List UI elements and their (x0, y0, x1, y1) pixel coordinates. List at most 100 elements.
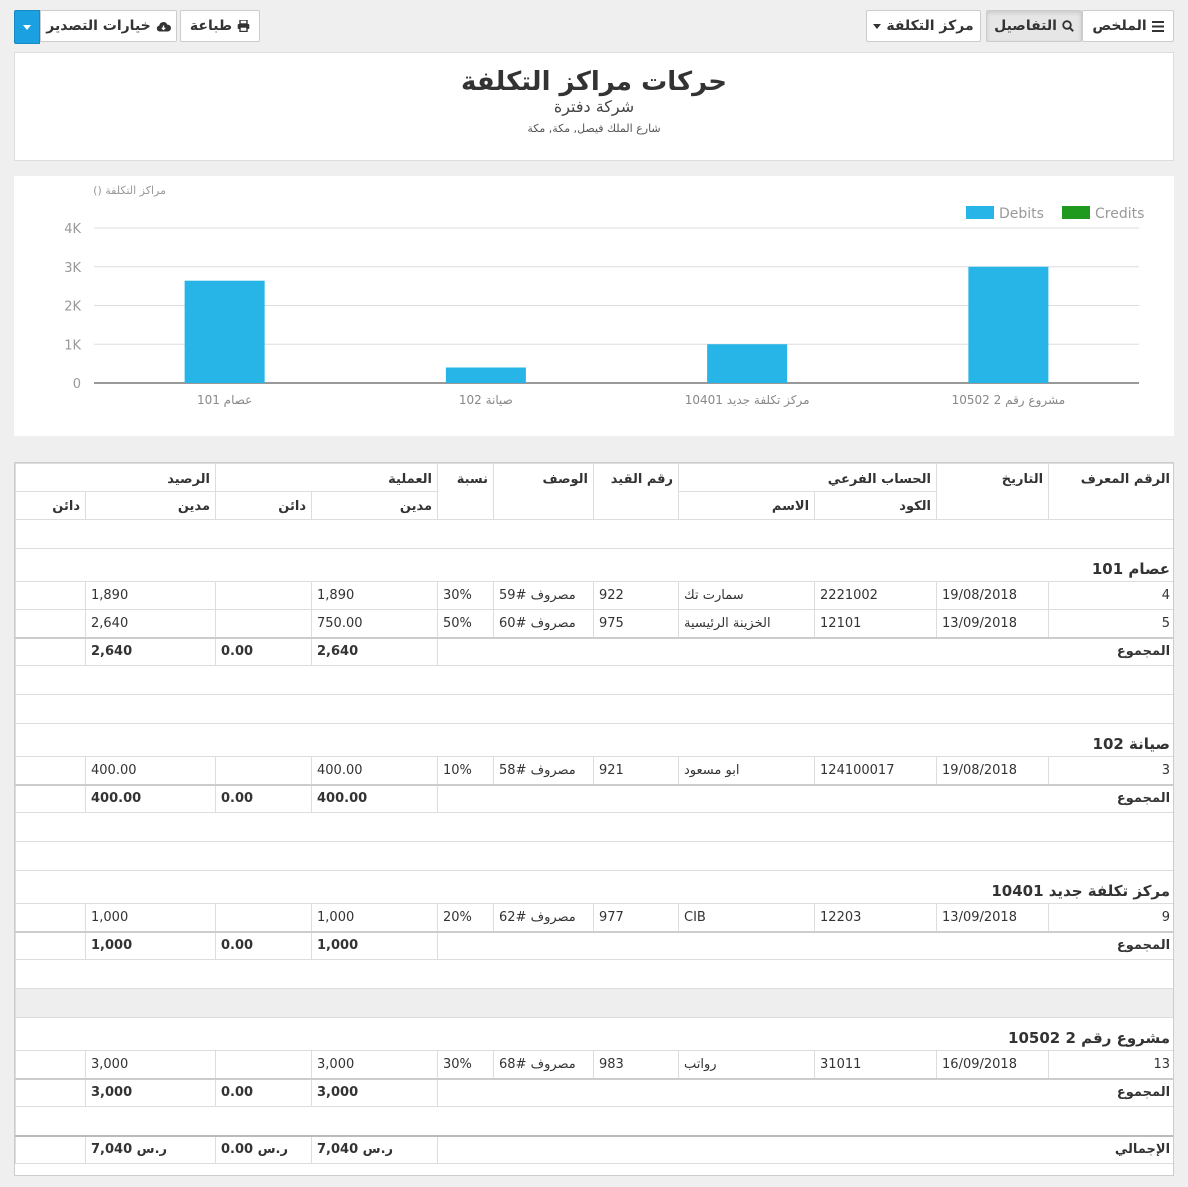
header-code: الكود (814, 491, 938, 520)
total-balance-credit (15, 1077, 86, 1107)
cell-code: 2221002 (814, 581, 938, 610)
cell-credit (214, 581, 313, 610)
header-name: الاسم (678, 491, 816, 520)
chevron-down-icon (23, 24, 31, 30)
header-description: الوصف (493, 463, 595, 520)
transactions-table: الرقم المعرف التاريخ الحساب الفرعي رقم ا… (15, 463, 1173, 1164)
cell-entry: 983 (593, 1050, 680, 1079)
cell-date: 13/09/2018 (936, 609, 1050, 638)
total-label: المجموع (437, 783, 1173, 813)
group-header-row: مركز تكلفة جديد 10401 (15, 870, 1173, 904)
cell-entry: 975 (593, 609, 680, 638)
table-row: 13 16/09/2018 31011 رواتب 983 مصروف #68 … (15, 1050, 1173, 1079)
total-balance-debit: 1,000 (85, 930, 216, 960)
cell-credit (214, 903, 313, 932)
details-button[interactable]: التفاصيل (986, 10, 1082, 42)
search-icon (1062, 20, 1074, 32)
cell-description: مصروف #60 (493, 609, 595, 638)
grand-total-label: الإجمالي (437, 1134, 1173, 1164)
total-balance-debit: 3,000 (85, 1077, 216, 1107)
total-label: المجموع (437, 930, 1173, 960)
chevron-down-icon (873, 23, 882, 29)
cell-ratio: 30% (437, 1050, 495, 1079)
cell-date: 19/08/2018 (936, 581, 1050, 610)
total-balance-debit: 400.00 (85, 783, 216, 813)
group-total-row: المجموع 3,000 0.00 3,000 (15, 1077, 1173, 1107)
cell-credit (214, 756, 313, 785)
cell-balance-credit (15, 756, 86, 785)
grand-total-balance-debit: 7,040 ر.س (85, 1134, 216, 1164)
cell-date: 19/08/2018 (936, 756, 1050, 785)
company-name: شركة دفترة (553, 97, 635, 116)
cell-entry: 977 (593, 903, 680, 932)
x-tick-label: مشروع رقم 2 10502 (952, 393, 1066, 408)
spacer-row (15, 841, 1173, 871)
company-address: شارع الملك فيصل, مكة, مكة (527, 122, 661, 135)
legend-swatch (1062, 206, 1090, 219)
summary-button[interactable]: الملخص (1082, 10, 1174, 42)
report-toolbar: الملخص التفاصيل مركز التكلفة طباعة خيارا… (0, 0, 1188, 52)
header-ratio: نسبة (437, 463, 495, 520)
table-row: 3 19/08/2018 124100017 ابو مسعود 921 مصر… (15, 756, 1173, 785)
print-button[interactable]: طباعة (180, 10, 260, 42)
total-credit: 0.00 (214, 930, 313, 960)
cell-debit: 750.00 (311, 609, 439, 638)
total-credit: 0.00 (214, 1077, 313, 1107)
cell-description: مصروف #59 (493, 581, 595, 610)
spacer-row (15, 519, 1173, 549)
cell-balance-debit: 400.00 (85, 756, 216, 785)
total-label: المجموع (437, 636, 1173, 666)
group-total-row: المجموع 1,000 0.00 1,000 (15, 930, 1173, 960)
y-tick-label: 4K (64, 222, 81, 237)
cell-date: 13/09/2018 (936, 903, 1050, 932)
y-tick-label: 2K (64, 300, 81, 315)
x-tick-label: مركز تكلفة جديد 10401 (685, 393, 810, 408)
group-name: عصام 101 (15, 548, 1173, 582)
cell-name: ابو مسعود (678, 756, 816, 785)
cell-debit: 3,000 (311, 1050, 439, 1079)
legend-label: Credits (1095, 206, 1144, 222)
total-credit: 0.00 (214, 783, 313, 813)
export-dropdown-toggle[interactable] (14, 10, 40, 44)
cell-ratio: 50% (437, 609, 495, 638)
cell-balance-debit: 1,000 (85, 903, 216, 932)
total-debit: 3,000 (311, 1077, 439, 1107)
header-date: التاريخ (936, 463, 1050, 520)
total-balance-credit (15, 636, 86, 666)
cell-ratio: 30% (437, 581, 495, 610)
cell-balance-credit (15, 903, 86, 932)
group-total-row: المجموع 2,640 0.00 2,640 (15, 636, 1173, 666)
legend-label: Debits (999, 206, 1044, 222)
cell-balance-credit (15, 1050, 86, 1079)
cell-ratio: 20% (437, 903, 495, 932)
x-tick-label: صيانة 102 (459, 393, 513, 407)
export-button[interactable]: خيارات التصدير (40, 10, 177, 42)
list-icon (1151, 20, 1164, 32)
cell-debit: 1,000 (311, 903, 439, 932)
report-title: حركات مراكز التكلفة (460, 67, 727, 97)
cell-id: 9 (1048, 903, 1173, 932)
cell-description: مصروف #68 (493, 1050, 595, 1079)
cell-entry: 922 (593, 581, 680, 610)
total-debit: 400.00 (311, 783, 439, 813)
spacer-row (15, 812, 1173, 842)
cost-center-dropdown[interactable]: مركز التكلفة (866, 10, 981, 42)
total-credit: 0.00 (214, 636, 313, 666)
group-name: مركز تكلفة جديد 10401 (15, 870, 1173, 904)
cell-debit: 400.00 (311, 756, 439, 785)
chart-panel: () مراكز التكلفة 0 1K 2K 3K 4K عصام 101 صيانة 1… (14, 176, 1174, 436)
grand-total-row: الإجمالي 7,040 ر.س 0.00 ر.س 7,040 ر.س (15, 1134, 1173, 1164)
cloud-download-icon (156, 21, 171, 32)
cell-balance-debit: 1,890 (85, 581, 216, 610)
cell-balance-credit (15, 609, 86, 638)
summary-label: الملخص (1092, 18, 1147, 34)
cell-debit: 1,890 (311, 581, 439, 610)
transactions-table-panel: الرقم المعرف التاريخ الحساب الفرعي رقم ا… (14, 462, 1174, 1176)
total-balance-credit (15, 930, 86, 960)
cell-entry: 921 (593, 756, 680, 785)
table-row: 5 13/09/2018 12101 الخزينة الرئيسية 975 … (15, 609, 1173, 638)
grand-total-credit: 0.00 ر.س (214, 1134, 313, 1164)
header-credit: دائن (214, 491, 313, 520)
y-tick-label: 3K (64, 261, 81, 276)
printer-icon (237, 20, 250, 32)
